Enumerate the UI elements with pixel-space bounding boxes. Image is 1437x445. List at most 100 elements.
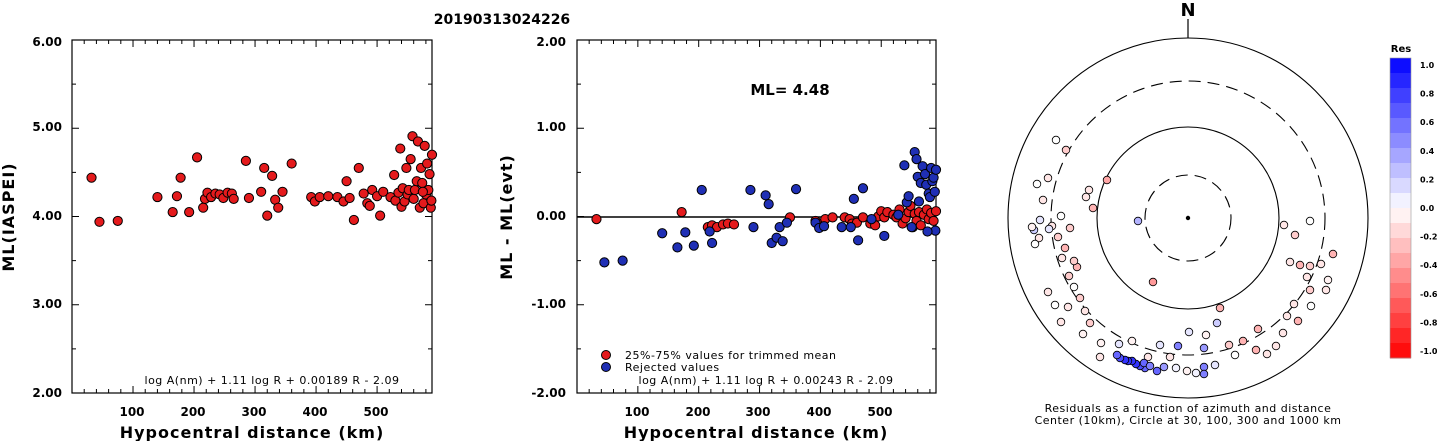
station-point (1051, 135, 1061, 145)
data-point (417, 186, 428, 197)
residual-point (913, 196, 925, 207)
station-point (1081, 192, 1091, 202)
data-point (277, 186, 288, 197)
station-point (1306, 301, 1316, 311)
station-point (1199, 369, 1209, 379)
left-panel: 2.00 3.00 4.00 5.00 6.00 100 200 300 400… (0, 35, 438, 442)
station-point (1102, 175, 1112, 185)
legend-blue-label: Rejected values (625, 361, 720, 374)
data-point (240, 155, 251, 167)
colorbar-cell (1390, 103, 1411, 119)
data-point (375, 210, 386, 221)
middle-xtick-100: 100 (624, 405, 649, 419)
middle-xtick-200: 200 (685, 405, 710, 419)
data-point (344, 192, 355, 204)
colorbar-label: 1.0 (1420, 61, 1435, 70)
residual-point (760, 190, 771, 201)
left-ytick-200: 2.00 (32, 386, 62, 400)
station-point (1143, 352, 1153, 362)
residual-point (930, 206, 942, 217)
colorbar-cell (1390, 193, 1411, 209)
data-point (86, 172, 97, 183)
residual-point (848, 193, 859, 204)
residual-point (706, 237, 718, 249)
residual-point (836, 221, 847, 233)
data-point (184, 206, 195, 218)
colorbar-cell (1390, 283, 1411, 299)
left-xtick-400: 400 (302, 405, 327, 419)
station-point (1224, 340, 1234, 350)
colorbar-label: 0.8 (1420, 90, 1435, 99)
residual-point (745, 184, 756, 196)
station-point (1305, 216, 1315, 226)
residual-point (696, 184, 707, 196)
station-point (1215, 303, 1225, 313)
colorbar-cell (1390, 148, 1411, 164)
station-point (1305, 285, 1315, 295)
data-point (314, 191, 325, 203)
ring-300km (1050, 80, 1326, 356)
residual-point (688, 240, 699, 251)
station-point (1061, 145, 1071, 155)
colorbar-cell (1390, 223, 1411, 239)
residual-point (763, 199, 774, 210)
residual-point (790, 184, 802, 195)
station-point (1278, 328, 1288, 338)
station-point (1199, 362, 1209, 372)
data-point (408, 193, 419, 204)
ring-1000km (1007, 37, 1369, 399)
data-point (426, 195, 437, 206)
station-point (1114, 339, 1124, 349)
middle-xlabel: Hypocentral distance (km) (624, 423, 889, 441)
station-point (1075, 293, 1085, 303)
residual-point (911, 154, 922, 165)
station-point (1112, 350, 1122, 360)
residual-point (845, 221, 856, 233)
data-point (364, 200, 375, 212)
colorbar-title: Res (1391, 44, 1411, 55)
colorbar-label: 0.4 (1420, 147, 1435, 156)
station-point (1184, 327, 1194, 337)
left-points (86, 131, 438, 227)
station-point (1069, 282, 1079, 292)
left-ytick-400: 4.00 (32, 209, 62, 223)
station-point (1133, 216, 1143, 226)
colorbar-cells (1389, 57, 1412, 359)
middle-ticks (576, 39, 936, 394)
station-point (1032, 179, 1042, 189)
station-point (1027, 222, 1037, 232)
colorbar-label: 0.0 (1420, 204, 1435, 213)
station-point (1155, 340, 1165, 350)
residual-point (827, 212, 838, 223)
data-point (422, 158, 433, 169)
station-point (1290, 230, 1300, 240)
colorbar-cell (1390, 178, 1411, 194)
data-point (243, 192, 255, 204)
colorbar-cell (1390, 313, 1411, 329)
station-point (1253, 324, 1263, 334)
data-point (424, 169, 435, 180)
station-point (1305, 261, 1315, 271)
left-formula: log A(nm) + 1.11 log R + 0.00189 R - 2.0… (145, 374, 400, 387)
station-point (1044, 224, 1054, 234)
station-point (1127, 336, 1137, 346)
residual-point (922, 226, 933, 237)
station-point (1043, 173, 1053, 183)
data-point (395, 143, 406, 154)
middle-panel: -2.00 -1.00 0.00 1.00 2.00 100 200 300 4… (497, 35, 942, 442)
data-point (256, 186, 267, 197)
colorbar-label: -0.2 (1420, 233, 1437, 242)
residual-point (599, 257, 610, 268)
colorbar-cell (1390, 118, 1411, 134)
left-ylabel: ML(IASPEI) (0, 162, 18, 271)
data-point (259, 162, 270, 174)
station-point (1165, 352, 1175, 362)
station-point (1159, 362, 1169, 372)
colorbar-label: -0.6 (1420, 290, 1437, 299)
residual-point (657, 228, 668, 239)
colorbar-cell (1390, 253, 1411, 269)
residual-point (591, 214, 602, 225)
station-point (1271, 341, 1281, 351)
data-point (358, 188, 369, 199)
station-point (1323, 275, 1333, 285)
